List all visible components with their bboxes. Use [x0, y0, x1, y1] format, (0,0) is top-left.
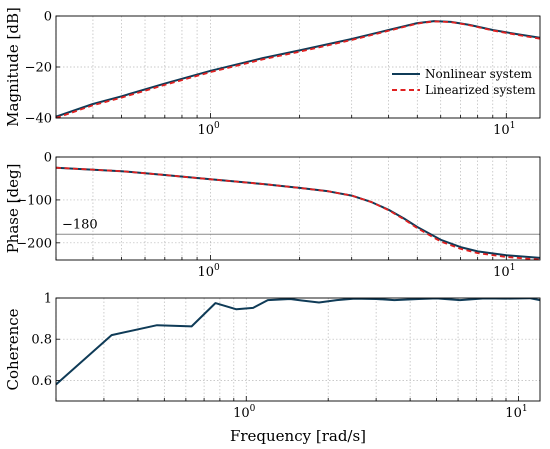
legend-label: Nonlinear system: [425, 67, 533, 81]
series-line-linearized: [56, 20, 540, 118]
y-tick-label: −200: [16, 236, 52, 251]
y-tick-label: −20: [25, 61, 52, 76]
x-tick-label: 100: [233, 404, 256, 421]
x-tick-label: 100: [197, 263, 220, 280]
coherence-panel: 1 0.8 0.6 100 101 Coherence Frequency [rad/s]: [4, 292, 541, 445]
y-tick-label: 0.8: [31, 333, 52, 348]
x-axis-label: Frequency [rad/s]: [230, 427, 366, 445]
magnitude-panel: 0 −20 −40 100 101 Magnitude [dB] Nonlinear sys…: [4, 7, 541, 138]
y-tick-label: 1: [44, 292, 52, 307]
axes-frame: [55, 297, 541, 402]
axes-frame: [55, 156, 541, 261]
y-axis-label: Phase [deg]: [4, 164, 22, 254]
y-axis-label: Magnitude [dB]: [4, 7, 22, 127]
series-line-nonlinear: [56, 166, 540, 259]
y-tick-label: −40: [25, 112, 52, 127]
reference-line-label: −180: [62, 217, 98, 232]
legend: Nonlinear system Linearized system: [392, 67, 536, 97]
x-tick-label: 101: [505, 404, 527, 421]
x-tick-label: 100: [197, 121, 220, 138]
y-axis-label: Coherence: [4, 308, 22, 390]
phase-panel: −180 0 −100 −200 100 101 Phase [deg]: [4, 151, 541, 280]
y-tick-label: 0.6: [31, 374, 52, 389]
legend-label: Linearized system: [425, 83, 536, 97]
x-tick-label: 101: [493, 263, 515, 280]
y-tick-label: −100: [16, 193, 52, 208]
y-tick-label: 0: [44, 151, 52, 166]
series-line-nonlinear: [56, 298, 540, 386]
y-tick-label: 0: [44, 10, 52, 25]
x-tick-label: 101: [493, 121, 515, 138]
series-line-linearized: [56, 166, 540, 260]
